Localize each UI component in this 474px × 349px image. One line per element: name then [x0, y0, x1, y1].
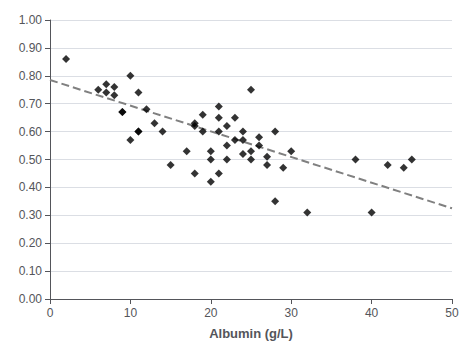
svg-text:0.80: 0.80: [19, 69, 43, 83]
svg-text:Albumin (g/L): Albumin (g/L): [209, 326, 293, 341]
svg-text:50: 50: [445, 306, 459, 320]
svg-text:0.50: 0.50: [19, 153, 43, 167]
svg-text:0.90: 0.90: [19, 41, 43, 55]
svg-text:0: 0: [47, 306, 54, 320]
svg-text:10: 10: [124, 306, 138, 320]
svg-text:40: 40: [365, 306, 379, 320]
svg-text:0.00: 0.00: [19, 292, 43, 306]
svg-text:0.40: 0.40: [19, 180, 43, 194]
svg-text:0.70: 0.70: [19, 97, 43, 111]
svg-text:0.10: 0.10: [19, 264, 43, 278]
svg-text:20: 20: [204, 306, 218, 320]
svg-text:0.60: 0.60: [19, 125, 43, 139]
svg-text:0.20: 0.20: [19, 236, 43, 250]
svg-text:1.00: 1.00: [19, 13, 43, 27]
svg-text:30: 30: [285, 306, 299, 320]
svg-text:0.30: 0.30: [19, 208, 43, 222]
